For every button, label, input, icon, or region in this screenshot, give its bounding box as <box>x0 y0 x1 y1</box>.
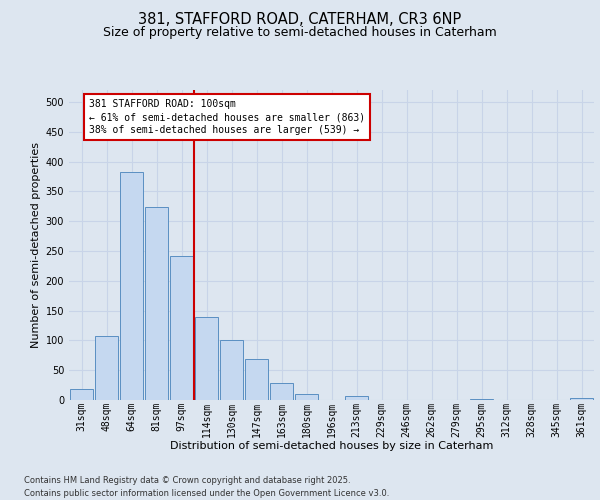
Bar <box>245 360 268 400</box>
Text: Size of property relative to semi-detached houses in Caterham: Size of property relative to semi-detach… <box>103 26 497 39</box>
Bar <box>220 340 244 400</box>
Bar <box>470 399 493 400</box>
Bar <box>194 316 218 400</box>
Bar <box>95 336 118 400</box>
Bar <box>170 256 193 400</box>
Bar <box>295 394 319 400</box>
Text: 381 STAFFORD ROAD: 100sqm
← 61% of semi-detached houses are smaller (863)
38% of: 381 STAFFORD ROAD: 100sqm ← 61% of semi-… <box>89 99 365 136</box>
Bar <box>344 396 368 400</box>
Bar <box>145 208 169 400</box>
Bar <box>119 172 143 400</box>
X-axis label: Distribution of semi-detached houses by size in Caterham: Distribution of semi-detached houses by … <box>170 441 493 451</box>
Bar <box>569 398 593 400</box>
Y-axis label: Number of semi-detached properties: Number of semi-detached properties <box>31 142 41 348</box>
Text: Contains HM Land Registry data © Crown copyright and database right 2025.
Contai: Contains HM Land Registry data © Crown c… <box>24 476 389 498</box>
Text: 381, STAFFORD ROAD, CATERHAM, CR3 6NP: 381, STAFFORD ROAD, CATERHAM, CR3 6NP <box>139 12 461 28</box>
Bar <box>269 382 293 400</box>
Bar <box>70 388 94 400</box>
